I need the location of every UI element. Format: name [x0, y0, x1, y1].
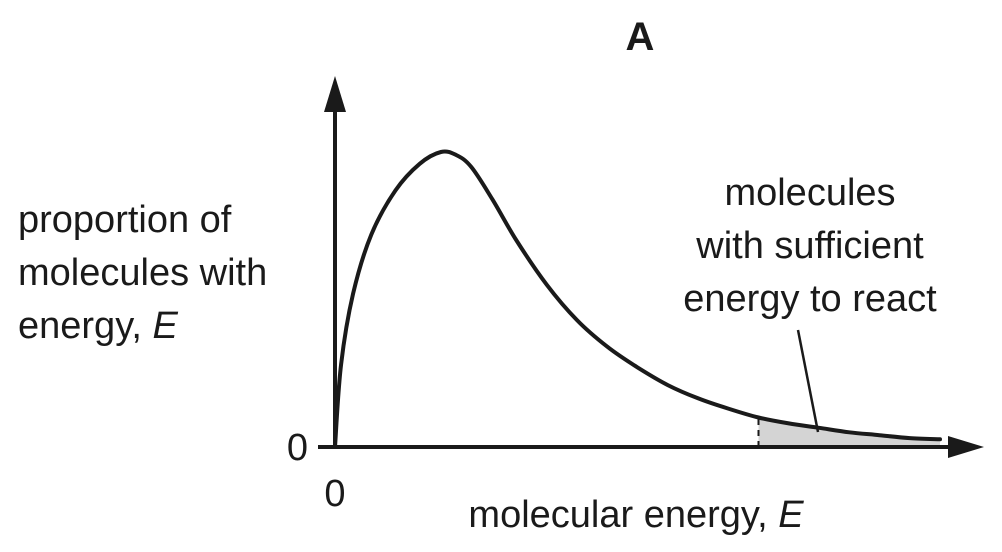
- x-origin-tick-label: 0: [324, 473, 345, 515]
- y-axis-label-line-3: energy, E: [18, 305, 178, 347]
- x-axis-arrowhead: [948, 436, 984, 458]
- sufficient-energy-shaded-area: [758, 417, 940, 447]
- annotation-line-1: molecules: [724, 172, 895, 214]
- y-origin-tick-label: 0: [287, 427, 308, 469]
- y-axis-label-line-1: proportion of: [18, 199, 232, 241]
- annotation-line-2: with sufficient: [695, 225, 924, 267]
- y-axis-label-line-2: molecules with: [18, 252, 267, 294]
- annotation-line-3: energy to react: [683, 278, 937, 320]
- annotation-pointer-line: [796, 329, 820, 433]
- distribution-curve: [333, 149, 942, 449]
- y-axis-arrowhead: [324, 76, 346, 112]
- chart-title: A: [626, 15, 655, 59]
- x-axis-label: molecular energy, E: [468, 494, 804, 536]
